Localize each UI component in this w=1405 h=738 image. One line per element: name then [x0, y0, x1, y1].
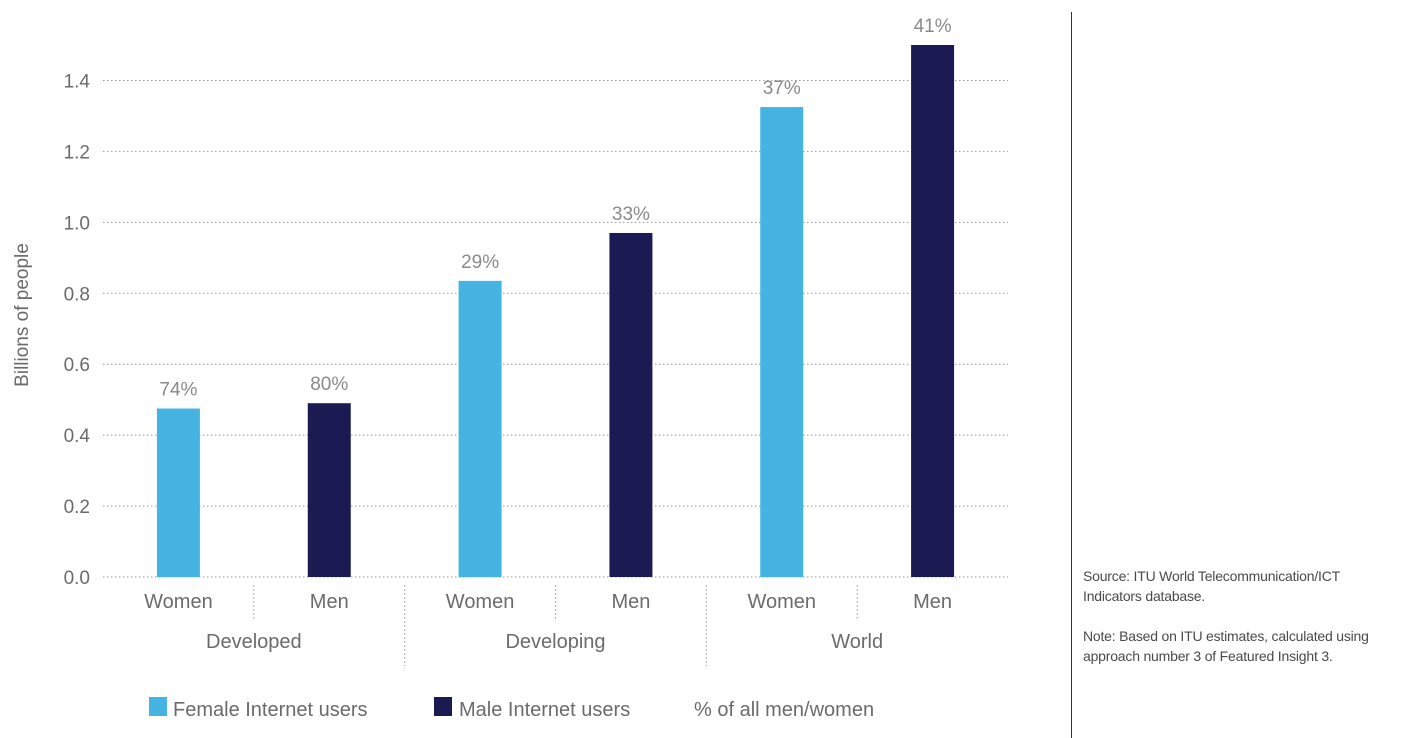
- bar-developing-men: [609, 232, 653, 577]
- legend-label-female: Female Internet users: [173, 699, 368, 721]
- data-label: 74%: [159, 380, 197, 401]
- x-category-label: Men: [611, 591, 650, 613]
- source-note: Source: ITU World Telecommunication/ICT …: [1083, 568, 1340, 604]
- method-note: Note: Based on ITU estimates, calculated…: [1083, 628, 1369, 664]
- x-category-label: Women: [446, 591, 515, 613]
- data-label: 80%: [310, 374, 348, 395]
- data-label: 29%: [461, 252, 499, 273]
- group-label: World: [831, 631, 883, 653]
- notes-panel: Source: ITU World Telecommunication/ICT …: [1083, 566, 1383, 686]
- y-tick-label: 0.4: [64, 426, 91, 447]
- bar-developed-women: [156, 408, 200, 577]
- data-label: 41%: [914, 16, 952, 37]
- legend-label-pct: % of all men/women: [694, 699, 874, 721]
- legend-swatch-male: [434, 697, 452, 716]
- group-label: Developed: [206, 631, 302, 653]
- bar-developing-women: [458, 280, 502, 577]
- data-label: 33%: [612, 204, 650, 225]
- y-tick-label: 0.8: [64, 284, 90, 305]
- x-category-label: Men: [310, 591, 349, 613]
- legend-swatch-female: [149, 697, 167, 716]
- y-tick-label: 0.2: [64, 497, 90, 518]
- y-tick-label: 1.0: [64, 213, 90, 234]
- y-axis-title: Billions of people: [12, 243, 33, 387]
- x-category-label: Men: [913, 591, 952, 613]
- bar-world-women: [760, 107, 804, 578]
- bar-world-men: [911, 45, 955, 577]
- data-label: 37%: [763, 78, 801, 99]
- bar-chart: 0.0 0.2 0.4 0.6 0.8 1.0 1.2 1.4 Billions of peop…: [12, 16, 1008, 721]
- x-category-label: Women: [747, 591, 816, 613]
- divider-line: [1071, 12, 1072, 738]
- y-tick-label: 0.6: [64, 355, 90, 376]
- x-category-label: Women: [144, 591, 213, 613]
- bar-developed-men: [307, 403, 351, 577]
- group-label: Developing: [505, 631, 605, 653]
- y-tick-label: 1.2: [64, 142, 90, 163]
- y-tick-label: 1.4: [64, 71, 91, 92]
- y-tick-label: 0.0: [64, 568, 90, 589]
- legend-label-male: Male Internet users: [459, 699, 630, 721]
